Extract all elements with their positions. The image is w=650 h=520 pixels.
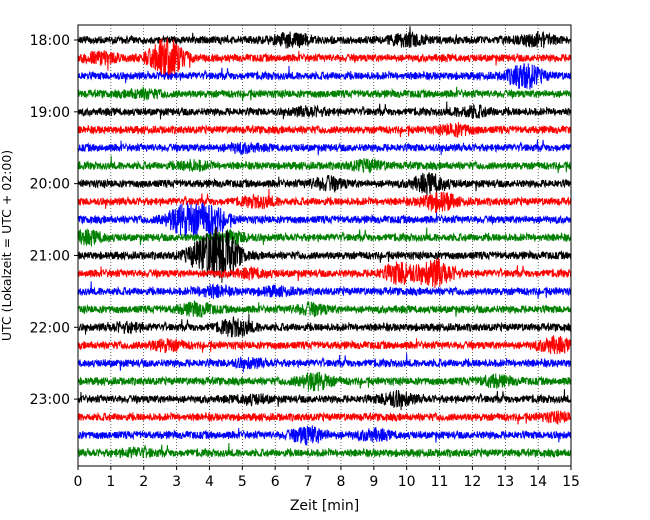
y-axis-label: UTC (Lokalzeit = UTC + 02:00) [0, 150, 14, 341]
trace-lines [77, 26, 572, 459]
y-tick-label-1900: 19:00 [30, 105, 70, 121]
trace-2230 [77, 353, 572, 373]
trace-2030 [77, 202, 572, 238]
x-tick-label-9: 9 [369, 474, 378, 490]
x-axis-label: Zeit [min] [290, 498, 359, 514]
trace-2300 [77, 389, 572, 411]
x-tick-label-0: 0 [74, 474, 83, 490]
trace-1800 [77, 26, 572, 49]
y-tick-label-2100: 21:00 [30, 248, 70, 264]
trace-2015 [77, 189, 572, 213]
trace-2330 [77, 425, 572, 446]
trace-1845 [77, 86, 572, 102]
x-tick-label-11: 11 [431, 474, 449, 490]
y-tick-label-2200: 22:00 [30, 320, 70, 336]
trace-2000 [77, 172, 572, 196]
y-tick-label-2000: 20:00 [30, 177, 70, 193]
trace-1900 [77, 101, 572, 120]
x-tick-label-4: 4 [205, 474, 214, 490]
y-axis-ticks: 18:00 19:00 20:00 21:00 22:00 23:00 [30, 33, 78, 408]
trace-1915 [77, 122, 572, 138]
y-tick-label-2300: 23:00 [30, 392, 70, 408]
x-tick-label-12: 12 [463, 474, 481, 490]
trace-2145 [77, 300, 572, 318]
trace-1815 [77, 38, 572, 80]
trace-2200 [77, 313, 572, 338]
y-tick-label-1800: 18:00 [30, 33, 70, 49]
trace-2215 [77, 335, 572, 355]
trace-2045 [77, 227, 572, 247]
x-axis-ticks: 0 1 2 3 4 5 6 7 8 9 10 11 12 13 14 15 [74, 466, 580, 490]
trace-1830 [77, 63, 572, 90]
trace-1930 [77, 139, 572, 156]
trace-1945 [77, 155, 572, 174]
plot-area-frame [77, 24, 572, 467]
x-tick-label-2: 2 [139, 474, 148, 490]
x-tick-label-3: 3 [172, 474, 181, 490]
trace-2115 [77, 257, 572, 289]
trace-2345 [77, 443, 572, 459]
x-tick-label-10: 10 [398, 474, 416, 490]
trace-2315 [77, 410, 572, 425]
trace-2130 [77, 281, 572, 300]
x-tick-label-13: 13 [496, 474, 514, 490]
x-tick-label-6: 6 [271, 474, 280, 490]
x-tick-label-14: 14 [529, 474, 547, 490]
x-tick-label-5: 5 [238, 474, 247, 490]
x-tick-label-7: 7 [304, 474, 313, 490]
x-tick-label-8: 8 [336, 474, 345, 490]
trace-2245 [77, 371, 572, 392]
x-tick-label-1: 1 [106, 474, 115, 490]
trace-2100 [77, 226, 572, 283]
x-tick-label-15: 15 [562, 474, 580, 490]
